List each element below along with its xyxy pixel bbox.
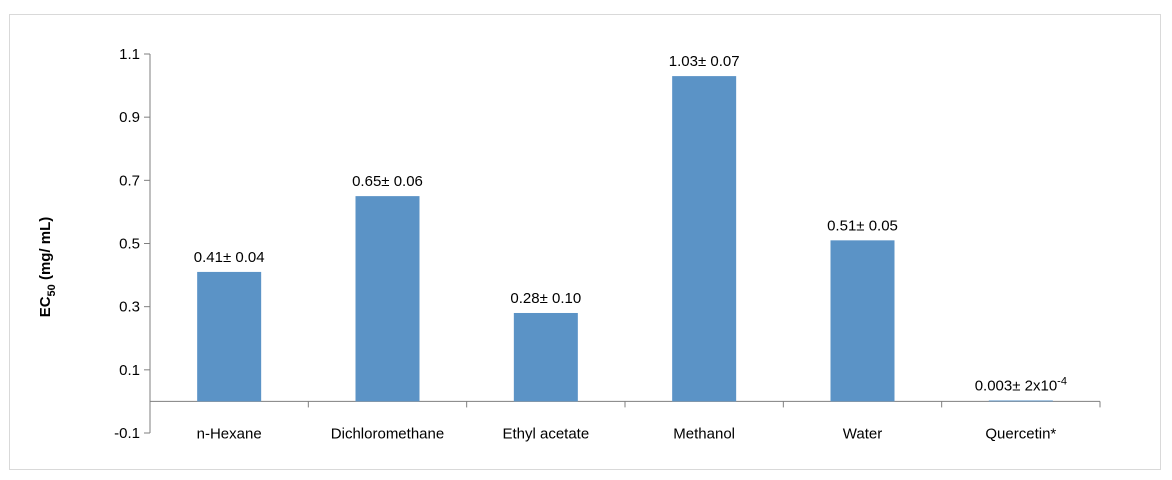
bar <box>988 400 1053 402</box>
category-label: Dichloromethane <box>331 425 444 442</box>
category-label: Methanol <box>673 425 735 442</box>
data-label-value: 0.28± 0.10 <box>510 290 581 307</box>
y-axis-title-main: EC <box>37 296 54 317</box>
data-label-superscript: -4 <box>1057 375 1067 387</box>
y-tick-label: 0.9 <box>119 109 140 126</box>
data-label: 0.003± 2x10-4 <box>975 375 1067 394</box>
data-label: 0.41± 0.04 <box>194 249 265 266</box>
bar <box>830 240 895 402</box>
bar <box>513 312 578 402</box>
y-axis-title-unit: (mg/ mL) <box>37 217 54 285</box>
data-label-value: 0.41± 0.04 <box>194 249 265 266</box>
y-tick-label: 0.5 <box>119 236 140 253</box>
data-label: 0.65± 0.06 <box>352 173 423 190</box>
y-axis-title-subscript: 50 <box>46 284 58 296</box>
data-label-value: 0.51± 0.05 <box>827 217 898 234</box>
y-tick-label: -0.1 <box>114 425 140 442</box>
data-label-value: 0.65± 0.06 <box>352 173 423 190</box>
y-axis-title: EC50 (mg/ mL) <box>37 217 58 318</box>
category-label: Water <box>843 425 882 442</box>
y-tick-label: 0.7 <box>119 172 140 189</box>
category-label: Ethyl acetate <box>502 425 589 442</box>
axes: -0.1 0.1 0.3 0.5 0.7 0.9 1.1 <box>114 46 1101 442</box>
y-tick-label: 0.3 <box>119 299 140 316</box>
category-label: Quercetin* <box>985 425 1056 442</box>
data-label-value: 1.03± 0.07 <box>669 53 740 70</box>
bars <box>197 76 1053 402</box>
bar <box>197 271 262 402</box>
labels: 0.41± 0.04 n-Hexane 0.65± 0.06 Dichlorometh… <box>194 53 1067 442</box>
bar <box>355 196 420 402</box>
bar <box>672 76 737 402</box>
y-tick-label: 1.1 <box>119 46 140 63</box>
category-label: n-Hexane <box>197 425 262 442</box>
data-label: 1.03± 0.07 <box>669 53 740 70</box>
y-tick-label: 0.1 <box>119 362 140 379</box>
data-label: 0.28± 0.10 <box>510 290 581 307</box>
data-label: 0.51± 0.05 <box>827 217 898 234</box>
data-label-value: 0.003± 2x10 <box>975 377 1057 394</box>
